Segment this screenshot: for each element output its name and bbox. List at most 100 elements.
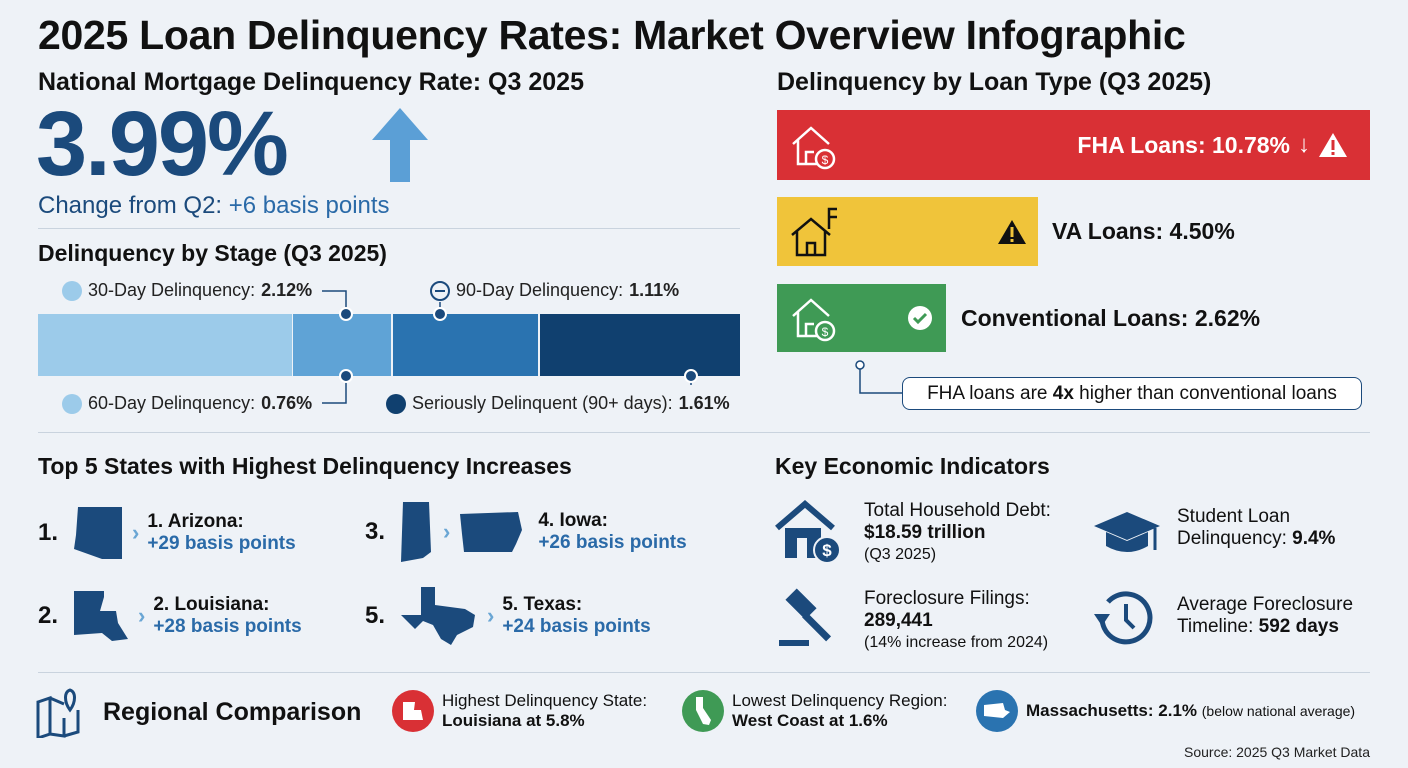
regional-value: Massachusetts: 2.1% [1026,701,1198,720]
stage-label-60-day: 60-Day Delinquency: 0.76% [62,393,312,414]
regional-lowest: Lowest Delinquency Region: West Coast at … [682,690,947,732]
chevron-right-icon: › [132,520,140,545]
callout-connector [855,360,902,394]
fha-comparison-callout: FHA loans are 4x higher than conventiona… [902,377,1362,410]
stage-label-90-day: 90-Day Delinquency: 1.11% [430,280,679,301]
national-rate: 3.99% [36,93,289,195]
calendar-icon [62,280,82,301]
texas-map-icon [401,587,475,645]
regional-label: Highest Delinquency State: [442,691,648,710]
indicators-heading: Key Economic Indicators [775,453,1050,479]
graduation-cap-icon [1094,512,1160,552]
massachusetts-icon [976,690,1018,732]
stage-label: Seriously Delinquent (90+ days): [412,393,673,413]
house-dollar-icon: $ [792,126,836,170]
indicator-note: (Q3 2025) [864,546,937,563]
loan-bar-conventional: $ [777,284,946,352]
source-note: Source: 2025 Q3 Market Data [1184,744,1370,760]
regional-value: West Coast at 1.6% [732,711,888,730]
indicator-student-loan: Student Loan Delinquency: 9.4% [1177,506,1335,550]
loan-label-fha: FHA Loans: 10.78% [1077,131,1290,158]
check-icon [908,306,932,330]
indicator-label: Average Foreclosure [1177,594,1354,615]
state-row-texas: 5. › 5. Texas: +24 basis points [365,585,651,647]
indiana-map-icon [401,502,431,562]
louisiana-map-icon [74,591,128,641]
indicator-label: Timeline: [1177,616,1254,637]
stage-label-serious: Seriously Delinquent (90+ days): 1.61% [386,393,730,414]
loan-bar-va [777,197,1038,266]
indicator-label: Student Loan [1177,506,1291,527]
state-row-louisiana: 2. › 2. Louisiana: +28 basis points [38,589,302,643]
state-value: +28 basis points [153,616,302,637]
indicator-label: Total Household Debt: [864,500,1051,521]
state-row-arizona: 1. › 1. Arizona: +29 basis points [38,505,296,561]
stage-value: 2.12% [261,280,313,300]
stage-heading: Delinquency by Stage (Q3 2025) [38,240,387,266]
callout-text: higher than conventional loans [1073,382,1337,404]
stage-label: 30-Day Delinquency: [88,280,256,300]
loan-label-va: VA Loans: 4.50% [1052,218,1235,244]
rank: 1. [38,519,59,546]
state-name: 5. Texas: [502,594,583,615]
rank: 5. [365,602,386,629]
regional-heading: Regional Comparison [103,698,362,726]
iowa-map-icon [460,512,523,552]
gavel-icon [779,588,832,646]
loan-label-conventional: Conventional Loans: 2.62% [961,305,1261,331]
stage-label: 60-Day Delinquency: [88,393,256,413]
california-icon [682,690,724,732]
calendar-icon [62,393,82,414]
regional-label: Lowest Delinquency Region: [732,691,948,710]
svg-text:$: $ [822,153,829,167]
calendar-icon [386,393,406,414]
indicator-foreclosure-timeline: Average Foreclosure Timeline: 592 days [1177,594,1353,638]
regional-value: Louisiana at 5.8% [442,711,585,730]
house-flag-icon [791,207,837,257]
indicator-value: 289,441 [864,610,933,631]
indicator-value: $18.59 trillion [864,522,986,543]
change-value: +6 basis points [228,192,390,219]
state-name: 2. Louisiana: [153,594,270,615]
indicator-note: (14% increase from 2024) [864,634,1049,651]
stage-value: 1.61% [678,393,730,413]
minus-circle-icon [430,280,450,301]
chevron-right-icon: › [443,519,451,544]
change-from-q2: Change from Q2: +6 basis points [38,192,390,220]
louisiana-icon [392,690,434,732]
loan-type-heading: Delinquency by Loan Type (Q3 2025) [777,68,1212,96]
chevron-right-icon: › [487,603,495,628]
loan-bar-fha: $ FHA Loans: 10.78% ↓ [777,110,1370,180]
change-label: Change from Q2: [38,192,223,219]
stage-value: 0.76% [261,393,313,413]
callout-bold: 4x [1052,382,1074,404]
stage-segment-60-day [293,314,391,376]
rank: 3. [365,518,386,545]
stage-segment-90-day [393,314,538,376]
stage-segment-30-day [38,314,292,376]
map-pin-icon [36,688,80,738]
national-heading: National Mortgage Delinquency Rate: Q3 2… [38,68,584,96]
house-dollar-icon: $ [775,500,841,564]
stage-label-30-day: 30-Day Delinquency: 2.12% [62,280,312,301]
indicator-household-debt: Total Household Debt: $18.59 trillion (Q3 … [864,500,1051,566]
warning-icon [1319,133,1347,157]
states-heading: Top 5 States with Highest Delinquency In… [38,453,572,479]
clock-history-icon [1094,591,1153,645]
arizona-map-icon [74,507,122,559]
divider [38,432,1370,433]
callout-text: FHA loans are [927,382,1053,404]
warning-icon [998,220,1026,244]
svg-text:$: $ [822,541,832,560]
stage-connectors [322,290,698,404]
regional-note: (below national average) [1201,703,1356,719]
arrow-down-icon: ↓ [1298,131,1310,158]
state-value: +26 basis points [538,532,687,553]
stage-segment-serious [540,314,740,376]
divider [38,228,740,229]
indicator-foreclosure-filings: Foreclosure Filings: 289,441 (14% increase… [864,588,1048,654]
indicator-value: 9.4% [1292,528,1336,549]
stage-label: 90-Day Delinquency: [456,280,624,300]
house-dollar-icon: $ [792,298,836,342]
regional-highest: Highest Delinquency State: Louisiana at 5… [392,690,647,732]
